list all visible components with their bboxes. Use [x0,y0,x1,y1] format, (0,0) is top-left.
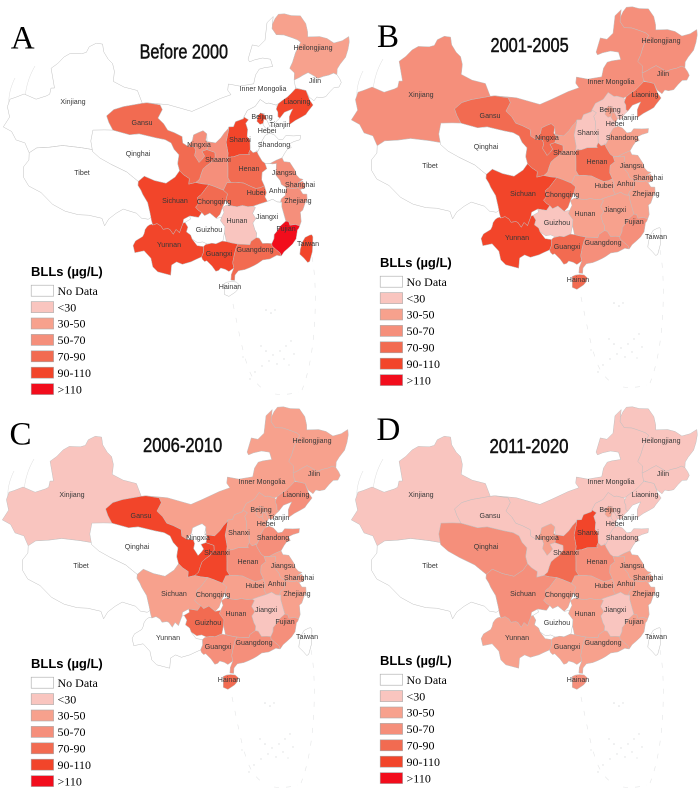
svg-text:B: B [377,19,399,55]
svg-text:2011-2020: 2011-2020 [489,436,568,458]
svg-text:D: D [377,412,401,448]
svg-text:C: C [10,417,32,453]
svg-text:Before 2000: Before 2000 [140,42,228,64]
svg-text:A: A [11,21,35,57]
svg-text:2001-2005: 2001-2005 [491,35,569,57]
svg-text:2006-2010: 2006-2010 [143,435,222,457]
